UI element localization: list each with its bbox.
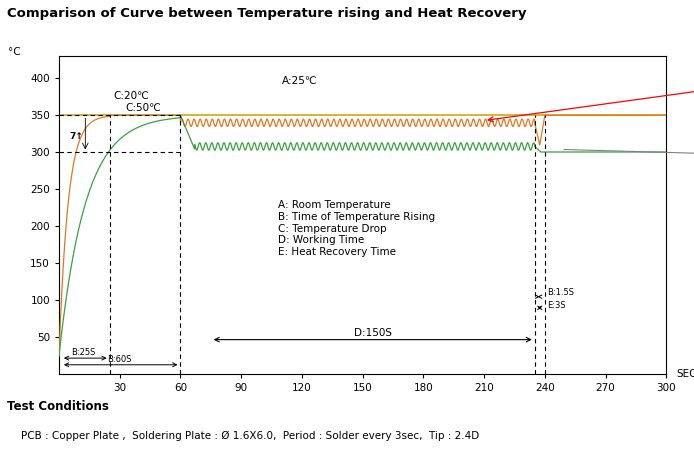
Text: 7↑: 7↑ (69, 132, 83, 141)
Text: A: Room Temperature
B: Time of Temperature Rising
C: Temperature Drop
D: Working: A: Room Temperature B: Time of Temperatu… (278, 200, 434, 257)
Text: E:3S: E:3S (547, 301, 566, 310)
Text: D:150S: D:150S (354, 328, 391, 338)
Text: PCB : Copper Plate ,  Soldering Plate : Ø 1.6X6.0,  Period : Solder every 3sec, : PCB : Copper Plate , Soldering Plate : Ø… (21, 431, 479, 441)
Text: KS-200DH: KS-200DH (488, 73, 694, 122)
Text: SEC: SEC (677, 369, 694, 380)
Text: B:1.5S: B:1.5S (547, 288, 574, 297)
Text: A:25℃: A:25℃ (282, 75, 317, 86)
Text: B:25S: B:25S (71, 348, 96, 357)
Text: 936ESD: 936ESD (564, 149, 694, 168)
Text: Test Conditions: Test Conditions (7, 400, 109, 413)
Text: C:50℃: C:50℃ (126, 103, 162, 113)
Text: Comparison of Curve between Temperature rising and Heat Recovery: Comparison of Curve between Temperature … (7, 7, 527, 20)
Text: °C: °C (8, 47, 21, 57)
Text: C:20℃: C:20℃ (114, 91, 149, 101)
Text: B:60S: B:60S (108, 355, 132, 364)
